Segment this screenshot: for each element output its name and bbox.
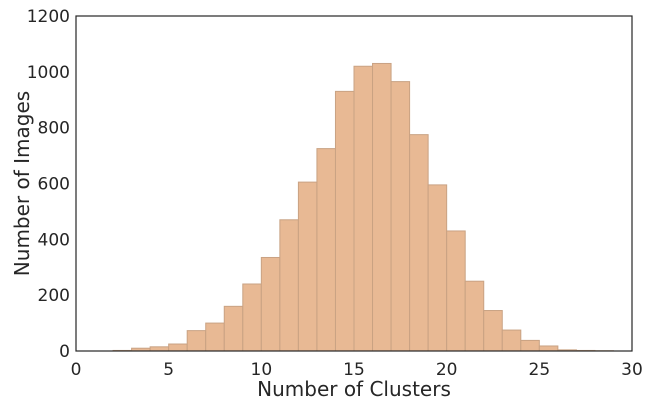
y-tick-label: 200 bbox=[38, 286, 70, 306]
histogram-bar-15 bbox=[390, 81, 411, 352]
histogram-bar-14 bbox=[372, 62, 392, 352]
histogram-bar-2 bbox=[149, 346, 170, 352]
x-tick-label: 30 bbox=[621, 360, 643, 380]
histogram-bar-11 bbox=[316, 148, 336, 352]
y-axis-ticks: 0 200 400 600 800 1000 1200 bbox=[27, 7, 70, 362]
histogram-bar-17 bbox=[427, 184, 448, 352]
y-axis-label: Number of Images bbox=[10, 91, 34, 276]
histogram-bar-18 bbox=[446, 230, 466, 352]
histogram-bar-7 bbox=[242, 283, 262, 352]
y-tick-label: 600 bbox=[38, 175, 70, 195]
histogram-bar-9 bbox=[279, 219, 299, 352]
x-tick-label: 15 bbox=[343, 360, 365, 380]
x-tick-label: 0 bbox=[71, 360, 82, 380]
histogram-bar-6 bbox=[223, 305, 244, 352]
histogram-bar-4 bbox=[186, 330, 207, 352]
plot-frame bbox=[75, 15, 633, 352]
x-tick-label: 5 bbox=[163, 360, 174, 380]
x-tick-label: 25 bbox=[529, 360, 551, 380]
x-tick-label: 20 bbox=[436, 360, 458, 380]
histogram-bar-21 bbox=[501, 329, 522, 352]
histogram-bar-8 bbox=[260, 256, 281, 352]
histogram-bar-5 bbox=[205, 322, 225, 352]
y-tick-label: 1000 bbox=[27, 63, 70, 83]
histogram-bar-19 bbox=[464, 280, 485, 352]
histogram-bar-12 bbox=[334, 90, 355, 352]
y-tick-label: 0 bbox=[59, 342, 70, 362]
histogram-bar-10 bbox=[297, 181, 318, 352]
histogram-bar-23 bbox=[538, 345, 559, 352]
y-tick-label: 400 bbox=[38, 230, 70, 250]
y-tick-label: 800 bbox=[38, 119, 70, 139]
histogram-bar-20 bbox=[483, 310, 503, 352]
x-axis-label: Number of Clusters bbox=[257, 377, 451, 401]
x-tick-label: 10 bbox=[251, 360, 273, 380]
y-tick-label: 1200 bbox=[27, 7, 70, 27]
histogram-bar-3 bbox=[168, 343, 188, 352]
histogram-bar-22 bbox=[520, 339, 540, 352]
x-axis-ticks: 0 5 10 15 20 25 30 bbox=[71, 360, 643, 380]
histogram-bar-16 bbox=[409, 134, 429, 352]
histogram-bars bbox=[112, 62, 614, 352]
histogram-bar-13 bbox=[353, 65, 374, 352]
